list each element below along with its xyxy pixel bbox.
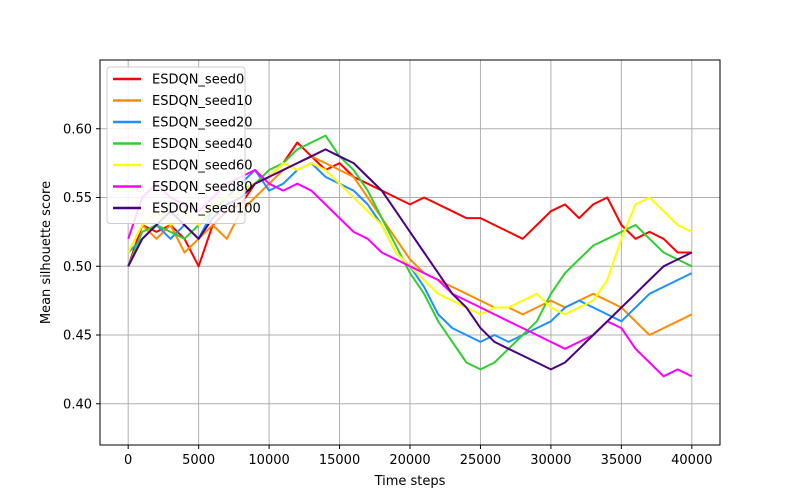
y-tick-label: 0.60 (63, 122, 92, 137)
axis-ticks: 0 5000 10000 15000 20000 25000 30000 35000 40000… (63, 122, 712, 468)
x-tick-label: 0 (124, 453, 132, 468)
legend-entry: ESDQN_seed10 (152, 94, 253, 109)
x-tick-label: 25000 (460, 453, 501, 468)
legend-entry: ESDQN_seed0 (152, 73, 244, 88)
legend: ESDQN_seed0 ESDQN_seed10 ESDQN_seed20 ESDQN… (106, 66, 261, 224)
y-tick-label: 0.50 (63, 260, 92, 275)
y-tick-label: 0.45 (63, 329, 92, 344)
x-tick-label: 20000 (389, 453, 430, 468)
legend-entry: ESDQN_seed60 (152, 159, 253, 174)
x-tick-label: 10000 (248, 453, 289, 468)
legend-box (106, 66, 246, 224)
x-tick-label: 35000 (601, 453, 642, 468)
legend-entry: ESDQN_seed100 (152, 202, 261, 217)
grid (100, 60, 720, 445)
y-axis-label: Mean silhouette score (39, 181, 54, 324)
legend-entry: ESDQN_seed40 (152, 137, 253, 152)
series-line-ESDQN_seed10 (127, 155, 693, 336)
x-tick-label: 15000 (319, 453, 360, 468)
x-tick-label: 40000 (671, 453, 712, 468)
x-tick-label: 30000 (530, 453, 571, 468)
y-tick-label: 0.40 (63, 397, 92, 412)
legend-entry: ESDQN_seed20 (152, 116, 253, 131)
x-tick-label: 5000 (182, 453, 215, 468)
legend-entry: ESDQN_seed80 (152, 180, 253, 195)
y-tick-label: 0.55 (63, 191, 92, 206)
x-axis-label: Time steps (374, 474, 446, 489)
